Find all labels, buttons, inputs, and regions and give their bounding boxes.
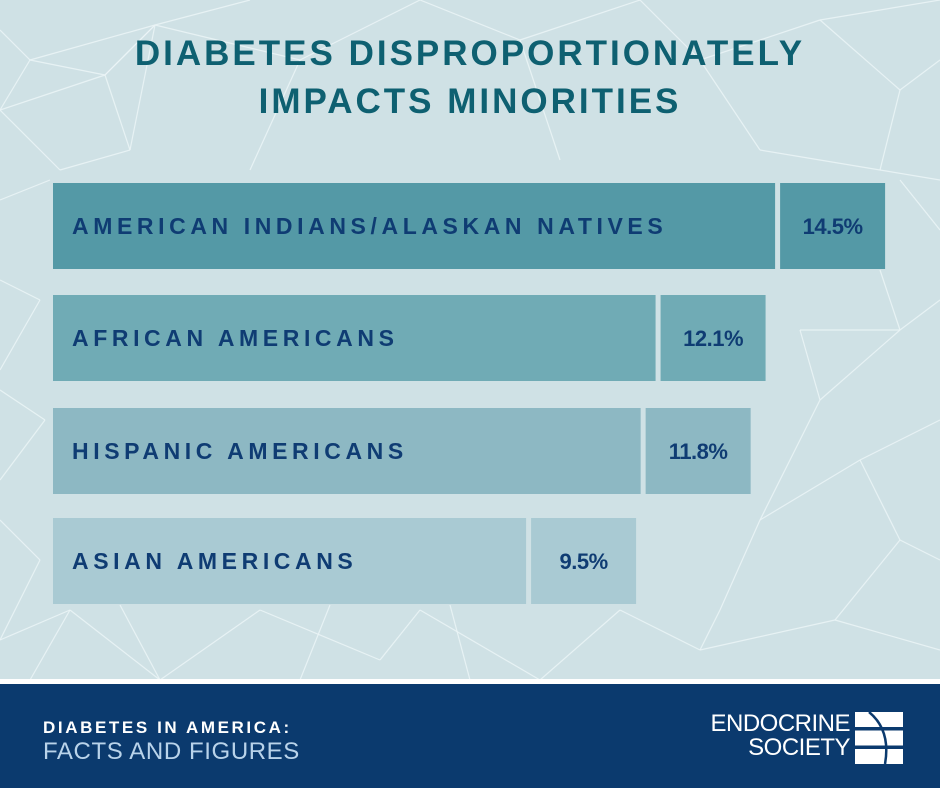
background-network-pattern bbox=[0, 0, 940, 680]
bar-value-box bbox=[645, 408, 751, 494]
bar-value-label: 14.5% bbox=[803, 214, 863, 239]
bar-category-label: AFRICAN AMERICANS bbox=[72, 325, 399, 351]
bar-chart: AMERICAN INDIANS/ALASKAN NATIVES 14.5% AFR… bbox=[53, 183, 886, 604]
endocrine-society-wordmark: ENDOCRINE SOCIETY bbox=[710, 712, 850, 760]
chart-title-line-1: DIABETES DISPROPORTIONATELY bbox=[134, 34, 806, 73]
chart-title-line-2: IMPACTS MINORITIES bbox=[258, 82, 682, 121]
bar-value-label: 9.5% bbox=[560, 549, 608, 574]
footer-divider bbox=[0, 679, 940, 684]
bar-value-box bbox=[531, 518, 637, 604]
footer-subtitle: FACTS AND FIGURES bbox=[43, 738, 300, 765]
bar-category-label: AMERICAN INDIANS/ALASKAN NATIVES bbox=[72, 213, 667, 239]
bar-category-label: HISPANIC AMERICANS bbox=[72, 438, 408, 464]
bar bbox=[53, 518, 527, 604]
footer-banner: DIABETES IN AMERICA: FACTS AND FIGURES E… bbox=[0, 684, 940, 788]
bar-group: AMERICAN INDIANS/ALASKAN NATIVES 14.5% bbox=[53, 183, 886, 269]
bar-group: AFRICAN AMERICANS 12.1% bbox=[53, 295, 766, 381]
bar bbox=[53, 295, 656, 381]
logo-line-2: SOCIETY bbox=[748, 734, 850, 761]
bar bbox=[53, 408, 641, 494]
bar-group: ASIAN AMERICANS 9.5% bbox=[53, 518, 637, 604]
bar-group: HISPANIC AMERICANS 11.8% bbox=[53, 408, 751, 494]
endocrine-society-logo-icon bbox=[855, 712, 903, 764]
bar-value-box bbox=[780, 183, 886, 269]
logo-line-1: ENDOCRINE bbox=[710, 710, 850, 737]
chart-title: DIABETES DISPROPORTIONATELY IMPACTS MINO… bbox=[0, 30, 940, 126]
bar bbox=[53, 183, 776, 269]
bar-value-box bbox=[660, 295, 766, 381]
bar-value-label: 11.8% bbox=[669, 439, 728, 464]
bar-category-label: ASIAN AMERICANS bbox=[72, 548, 357, 574]
bar-value-label: 12.1% bbox=[683, 326, 743, 351]
footer-title: DIABETES IN AMERICA: bbox=[43, 718, 292, 737]
